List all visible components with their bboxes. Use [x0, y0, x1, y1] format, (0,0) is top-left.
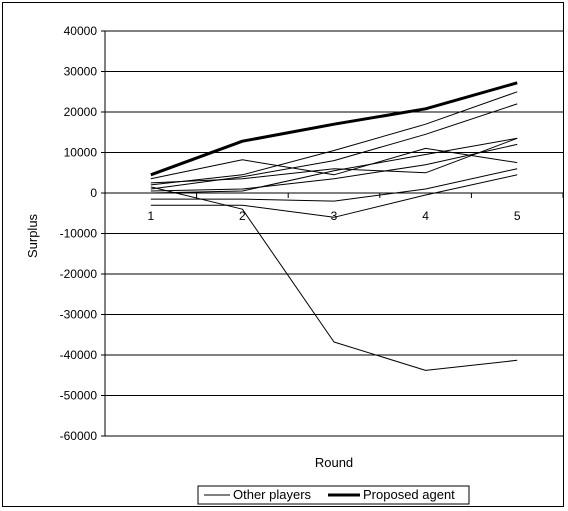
x-axis-title: Round: [315, 455, 353, 470]
series-line-proposed-agent-0: [150, 81, 518, 177]
chart-frame: [2, 2, 564, 507]
y-tick-label: -50000: [60, 389, 98, 403]
legend: Other players Proposed agent: [197, 485, 470, 505]
axis-layer: [101, 30, 564, 437]
legend-label-proposed-agent: Proposed agent: [363, 487, 455, 502]
series-line-other-players-3: [150, 147, 518, 180]
grid-layer: [105, 30, 563, 437]
series-layer: [150, 81, 518, 371]
series-line-other-players-2: [150, 103, 518, 190]
y-tick-label: 0: [90, 186, 97, 200]
x-tick-label: 1: [147, 209, 154, 223]
y-tick-label: -10000: [60, 227, 98, 241]
y-tick-label: -60000: [60, 429, 98, 443]
x-tick-label: 4: [422, 209, 429, 223]
series-line-other-players-8: [150, 174, 518, 218]
x-tick-label: 3: [331, 209, 338, 223]
x-tick-label: 5: [514, 209, 521, 223]
series-line-other-players-7: [150, 168, 518, 202]
series-line-other-players-1: [150, 91, 518, 186]
series-line-other-players-5: [150, 143, 518, 192]
y-tick-label: 10000: [64, 146, 98, 160]
y-tick-label: 20000: [64, 105, 98, 119]
x-tick-label: 2: [239, 209, 246, 223]
series-line-other-players-9: [150, 186, 518, 371]
tick-label-layer: 40000 30000 20000 10000 0 -10000 -20000 -30000 -…: [60, 24, 521, 443]
legend-label-other-players: Other players: [233, 487, 312, 502]
y-tick-label: -20000: [60, 267, 98, 281]
y-axis-title: Surplus: [25, 213, 40, 258]
y-tick-label: -30000: [60, 308, 98, 322]
y-tick-label: 30000: [64, 65, 98, 79]
y-tick-label: -40000: [60, 348, 98, 362]
series-line-other-players-4: [150, 137, 518, 194]
y-tick-label: 40000: [64, 24, 98, 38]
series-line-other-players-6: [150, 137, 518, 184]
